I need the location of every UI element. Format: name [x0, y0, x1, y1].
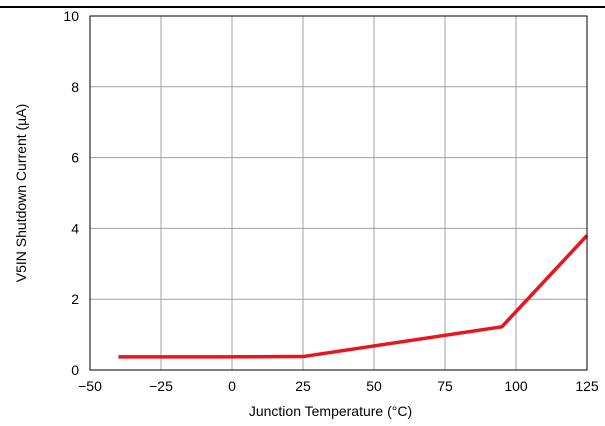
y-tick-label: 2 [71, 291, 79, 307]
series-line [118, 235, 587, 356]
x-axis-title: Junction Temperature (°C) [249, 403, 412, 419]
y-tick-label: 10 [63, 8, 79, 24]
x-tick-label: 100 [504, 378, 528, 394]
x-axis-ticks: −50 −25 0 25 50 75 100 125 [78, 378, 599, 394]
x-tick-label: 125 [575, 378, 599, 394]
x-tick-label: −50 [78, 378, 102, 394]
y-axis-ticks: 0 2 4 6 8 10 [63, 8, 79, 378]
top-rule [0, 6, 605, 8]
x-tick-label: −25 [149, 378, 173, 394]
y-tick-label: 8 [71, 79, 79, 95]
x-tick-label: 0 [228, 378, 236, 394]
y-tick-label: 6 [71, 150, 79, 166]
y-tick-label: 0 [71, 362, 79, 378]
y-axis-title: V5IN Shutdown Current (µA) [13, 104, 29, 282]
x-tick-label: 75 [437, 378, 453, 394]
x-tick-label: 25 [295, 378, 311, 394]
series-layer [118, 235, 587, 356]
x-tick-label: 50 [366, 378, 382, 394]
y-tick-label: 4 [71, 220, 79, 236]
